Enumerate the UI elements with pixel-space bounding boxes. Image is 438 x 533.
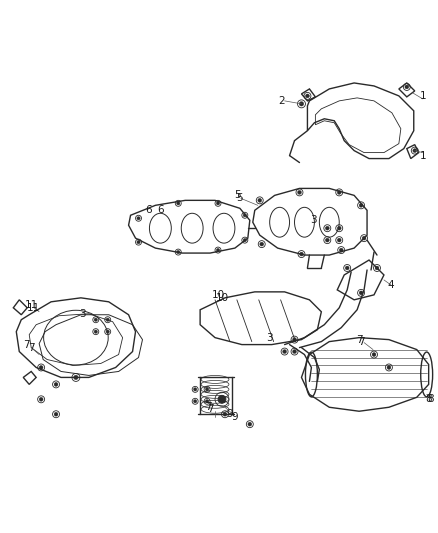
Text: 7: 7 [358, 337, 364, 346]
Circle shape [39, 398, 43, 401]
Circle shape [325, 227, 329, 230]
Text: 11: 11 [27, 303, 40, 313]
Circle shape [39, 366, 43, 369]
Circle shape [405, 85, 409, 89]
Text: 1: 1 [420, 91, 426, 101]
Text: 11: 11 [25, 300, 38, 310]
Circle shape [54, 383, 58, 386]
Text: 7: 7 [23, 340, 29, 350]
Circle shape [223, 413, 227, 416]
Circle shape [54, 413, 58, 416]
Circle shape [220, 397, 224, 401]
Text: 9: 9 [232, 412, 238, 422]
Circle shape [325, 238, 329, 242]
Text: 5: 5 [235, 190, 241, 200]
Circle shape [345, 266, 349, 270]
Circle shape [306, 94, 309, 98]
Text: 7: 7 [356, 335, 362, 345]
Circle shape [359, 291, 363, 295]
Circle shape [359, 204, 363, 207]
Circle shape [248, 422, 252, 426]
Circle shape [375, 266, 379, 270]
Text: 10: 10 [212, 290, 225, 300]
Circle shape [137, 240, 140, 244]
Circle shape [258, 198, 261, 202]
Text: 9: 9 [226, 409, 233, 419]
Circle shape [293, 350, 297, 353]
Circle shape [299, 102, 304, 106]
Circle shape [106, 318, 110, 321]
Circle shape [205, 400, 209, 403]
Circle shape [177, 201, 180, 205]
Circle shape [387, 366, 391, 369]
Circle shape [137, 216, 140, 220]
Circle shape [243, 214, 247, 217]
Text: 10: 10 [215, 293, 229, 303]
Circle shape [194, 387, 197, 391]
Circle shape [339, 248, 343, 252]
Circle shape [243, 238, 247, 242]
Circle shape [283, 350, 286, 353]
Text: 4: 4 [388, 280, 394, 290]
Circle shape [337, 227, 341, 230]
Circle shape [94, 318, 97, 321]
Text: 8: 8 [425, 394, 432, 405]
Circle shape [293, 338, 297, 342]
Circle shape [194, 400, 197, 403]
Text: 3: 3 [80, 309, 86, 319]
Text: 7: 7 [28, 343, 35, 352]
Circle shape [260, 242, 264, 246]
Circle shape [216, 201, 219, 205]
Circle shape [74, 375, 78, 379]
Text: 7: 7 [207, 404, 213, 414]
Text: 2: 2 [278, 96, 285, 106]
Circle shape [297, 190, 301, 195]
Text: 6: 6 [157, 205, 164, 215]
Text: 6: 6 [145, 205, 152, 215]
Circle shape [205, 387, 209, 391]
Text: 7: 7 [205, 402, 212, 412]
Circle shape [337, 190, 341, 195]
Circle shape [337, 238, 341, 242]
Circle shape [216, 248, 219, 252]
Text: 8: 8 [427, 394, 434, 405]
Circle shape [413, 149, 417, 152]
Text: 3: 3 [266, 333, 273, 343]
Circle shape [300, 252, 304, 256]
Circle shape [372, 353, 376, 357]
Text: 3: 3 [310, 215, 317, 225]
Circle shape [106, 330, 110, 333]
Circle shape [218, 395, 226, 403]
Text: 1: 1 [420, 151, 426, 160]
Text: 5: 5 [237, 193, 243, 204]
Circle shape [362, 236, 366, 240]
Circle shape [177, 251, 180, 254]
Circle shape [94, 330, 97, 333]
